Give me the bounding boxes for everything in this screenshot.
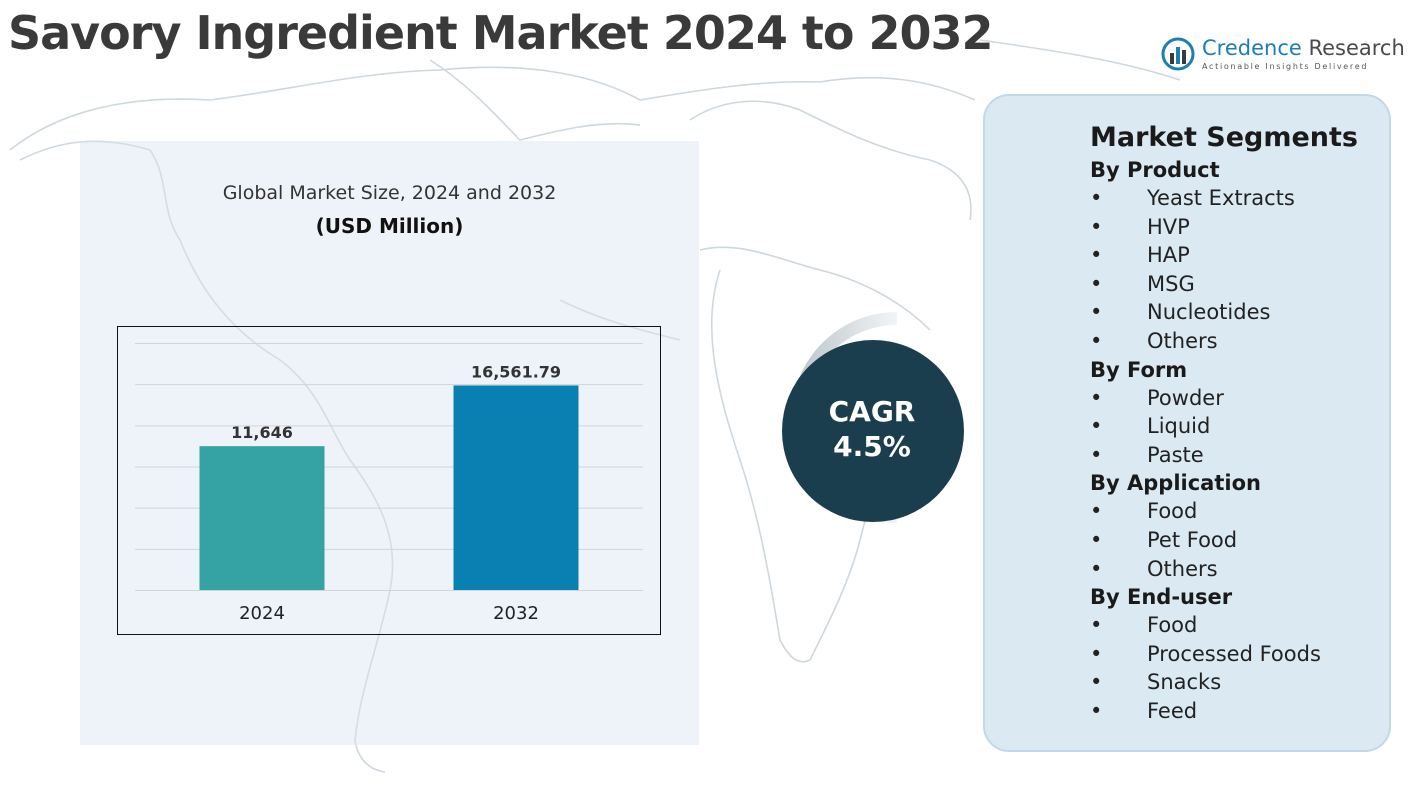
- segment-item: • Powder: [1090, 384, 1410, 413]
- segment-item: • Food: [1090, 611, 1410, 640]
- bullet-icon: •: [1090, 527, 1103, 552]
- segment-item: • MSG: [1090, 270, 1410, 299]
- segment-item-label: Pet Food: [1147, 527, 1238, 552]
- bullet-icon: •: [1090, 271, 1103, 296]
- segment-item-label: HVP: [1147, 214, 1190, 239]
- segment-item: • Yeast Extracts: [1090, 184, 1410, 213]
- cagr-label: CAGR: [828, 395, 916, 428]
- chart-subtitle: Global Market Size, 2024 and 2032: [222, 182, 557, 204]
- segment-item-label: Yeast Extracts: [1147, 186, 1295, 210]
- segment-item: • Snacks: [1090, 668, 1410, 697]
- segment-group-title: By Application: [1090, 471, 1261, 496]
- bullet-icon: •: [1090, 300, 1103, 325]
- bullet-icon: •: [1090, 641, 1103, 666]
- bullet-icon: •: [1090, 214, 1103, 239]
- segment-item: • HAP: [1090, 241, 1410, 270]
- bullet-icon: •: [1090, 385, 1103, 410]
- chart-frame: [117, 326, 661, 635]
- bullet-icon: •: [1090, 499, 1103, 524]
- logo-name-credence: Credence: [1202, 36, 1302, 60]
- bullet-icon: •: [1090, 442, 1103, 467]
- bullet-icon: •: [1090, 414, 1103, 439]
- bullet-icon: •: [1090, 328, 1103, 353]
- bullet-icon: •: [1090, 670, 1103, 695]
- bar-2024: [199, 446, 325, 590]
- bullet-icon: •: [1090, 698, 1103, 723]
- segments-list: Market Segments By Product • Yeast Extract…: [1090, 120, 1410, 726]
- segment-item-label: Food: [1147, 499, 1198, 524]
- credence-research-logo: Credence Research Actionable Insights De…: [1160, 36, 1405, 76]
- logo-tagline: Actionable Insights Delivered: [1202, 62, 1369, 71]
- x-tick-label: 2024: [239, 603, 285, 624]
- bullet-icon: •: [1090, 243, 1103, 268]
- segment-item-label: MSG: [1147, 271, 1195, 296]
- cagr-value: 4.5%: [833, 430, 911, 463]
- segment-item-label: Powder: [1147, 385, 1224, 410]
- segment-group-title: By End-user: [1090, 585, 1233, 610]
- bar-value-label: 11,646: [231, 423, 293, 442]
- chart-panel: [80, 141, 699, 745]
- segments-panel: [983, 94, 1391, 752]
- cagr-badge: [782, 312, 964, 523]
- logo-name-research: Research: [1301, 36, 1405, 60]
- segment-item-label: Nucleotides: [1147, 300, 1271, 325]
- segment-item: • Food: [1090, 497, 1410, 526]
- segment-item-label: Others: [1147, 328, 1218, 353]
- segment-item: • HVP: [1090, 213, 1410, 242]
- cagr-circle: [782, 340, 964, 522]
- segment-item: • Pet Food: [1090, 526, 1410, 555]
- segment-item: • Others: [1090, 327, 1410, 356]
- segment-item: • Others: [1090, 555, 1410, 584]
- bullet-icon: •: [1090, 613, 1103, 638]
- segment-item-label: Others: [1147, 556, 1218, 581]
- segment-item-label: Feed: [1147, 698, 1198, 723]
- segment-item-label: Snacks: [1147, 670, 1222, 695]
- bullet-icon: •: [1090, 556, 1103, 581]
- segment-item-label: Liquid: [1147, 414, 1211, 439]
- segment-item: • Feed: [1090, 697, 1410, 726]
- bar-chart: 11,646 2024 16,561.79 2032: [117, 326, 661, 635]
- chart-unit-label: (USD Million): [315, 214, 464, 238]
- page-title: Savory Ingredient Market 2024 to 2032: [8, 6, 994, 60]
- bar-chart-logo-icon: [1161, 37, 1195, 71]
- bar-2032: [453, 385, 579, 590]
- segment-group-title: By Product: [1090, 158, 1220, 182]
- segment-item-label: Processed Foods: [1147, 641, 1321, 666]
- segment-item-label: Food: [1147, 613, 1198, 638]
- segment-item: • Processed Foods: [1090, 640, 1410, 669]
- logo-name: Credence Research: [1202, 36, 1405, 60]
- segment-item-label: Paste: [1147, 442, 1204, 467]
- segment-item: • Paste: [1090, 441, 1410, 470]
- segment-group-title: By Form: [1090, 357, 1188, 382]
- bullet-icon: •: [1090, 186, 1103, 210]
- segment-item-label: HAP: [1147, 243, 1190, 268]
- segment-item: • Nucleotides: [1090, 298, 1410, 327]
- segments-title: Market Segments: [1090, 122, 1358, 153]
- x-tick-label: 2032: [493, 603, 539, 624]
- segment-item: • Liquid: [1090, 412, 1410, 441]
- bar-value-label: 16,561.79: [471, 362, 561, 381]
